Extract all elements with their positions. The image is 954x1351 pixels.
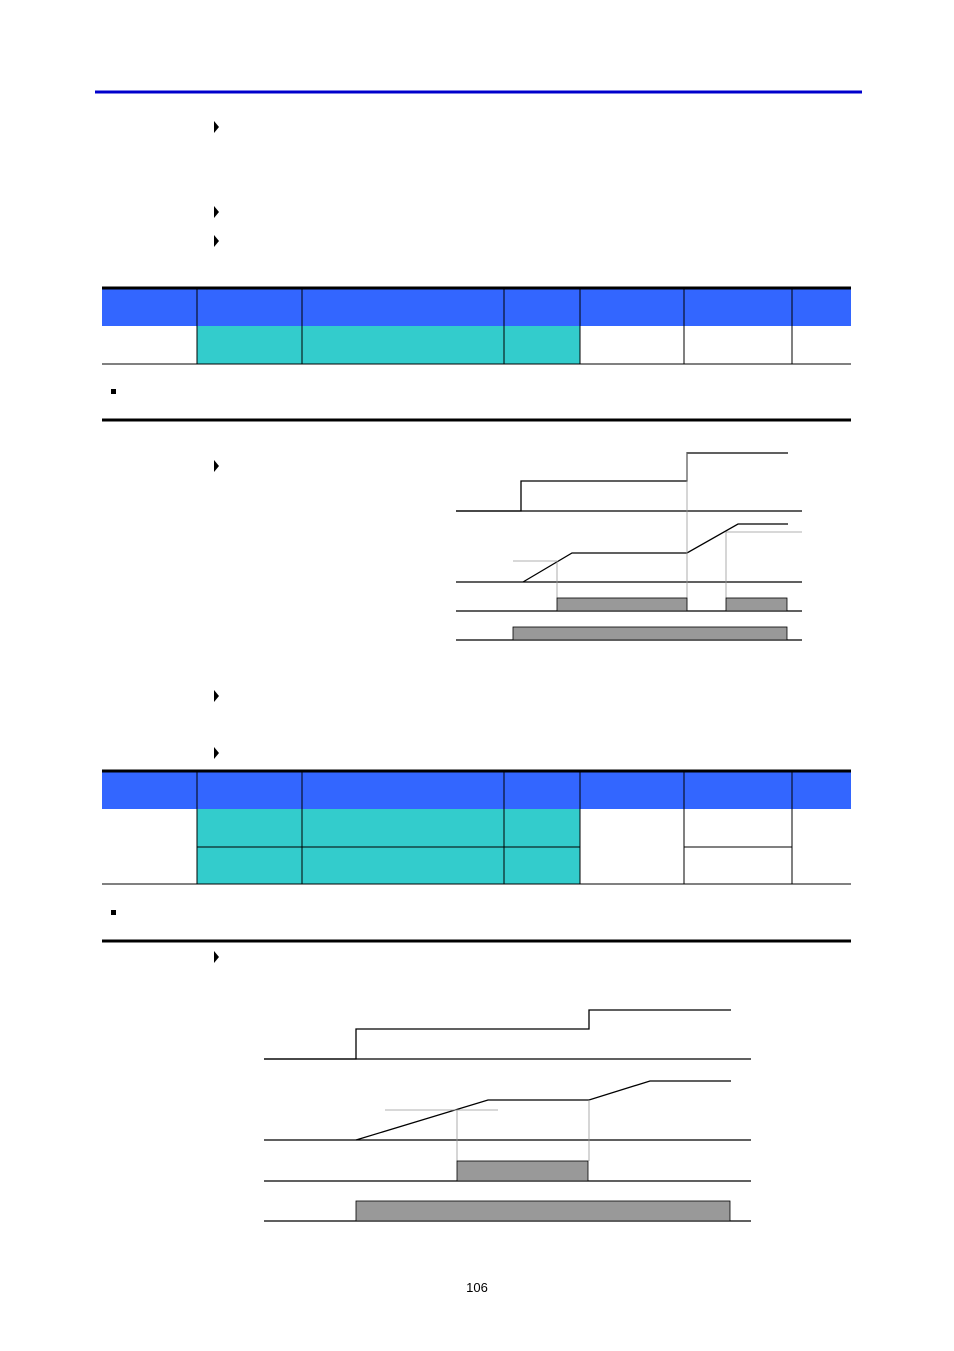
square-bullet <box>111 389 116 394</box>
table-grid <box>102 771 851 885</box>
table-1 <box>102 286 851 422</box>
bullet <box>214 121 219 133</box>
bullet <box>214 951 219 963</box>
highlight-cells <box>197 326 580 364</box>
bullet <box>214 206 219 218</box>
table-grid <box>102 288 851 365</box>
table-header <box>102 288 851 326</box>
table-2 <box>102 769 851 943</box>
square-bullet <box>111 910 116 915</box>
bullet <box>214 235 219 247</box>
page-number: 106 <box>466 1280 488 1295</box>
table-header <box>102 771 851 809</box>
bullet <box>214 460 219 472</box>
timing-diagram-1 <box>456 452 802 641</box>
timing-diagram-2 <box>264 1009 751 1222</box>
bullets <box>111 121 219 963</box>
bullet <box>214 747 219 759</box>
bullet <box>214 690 219 702</box>
